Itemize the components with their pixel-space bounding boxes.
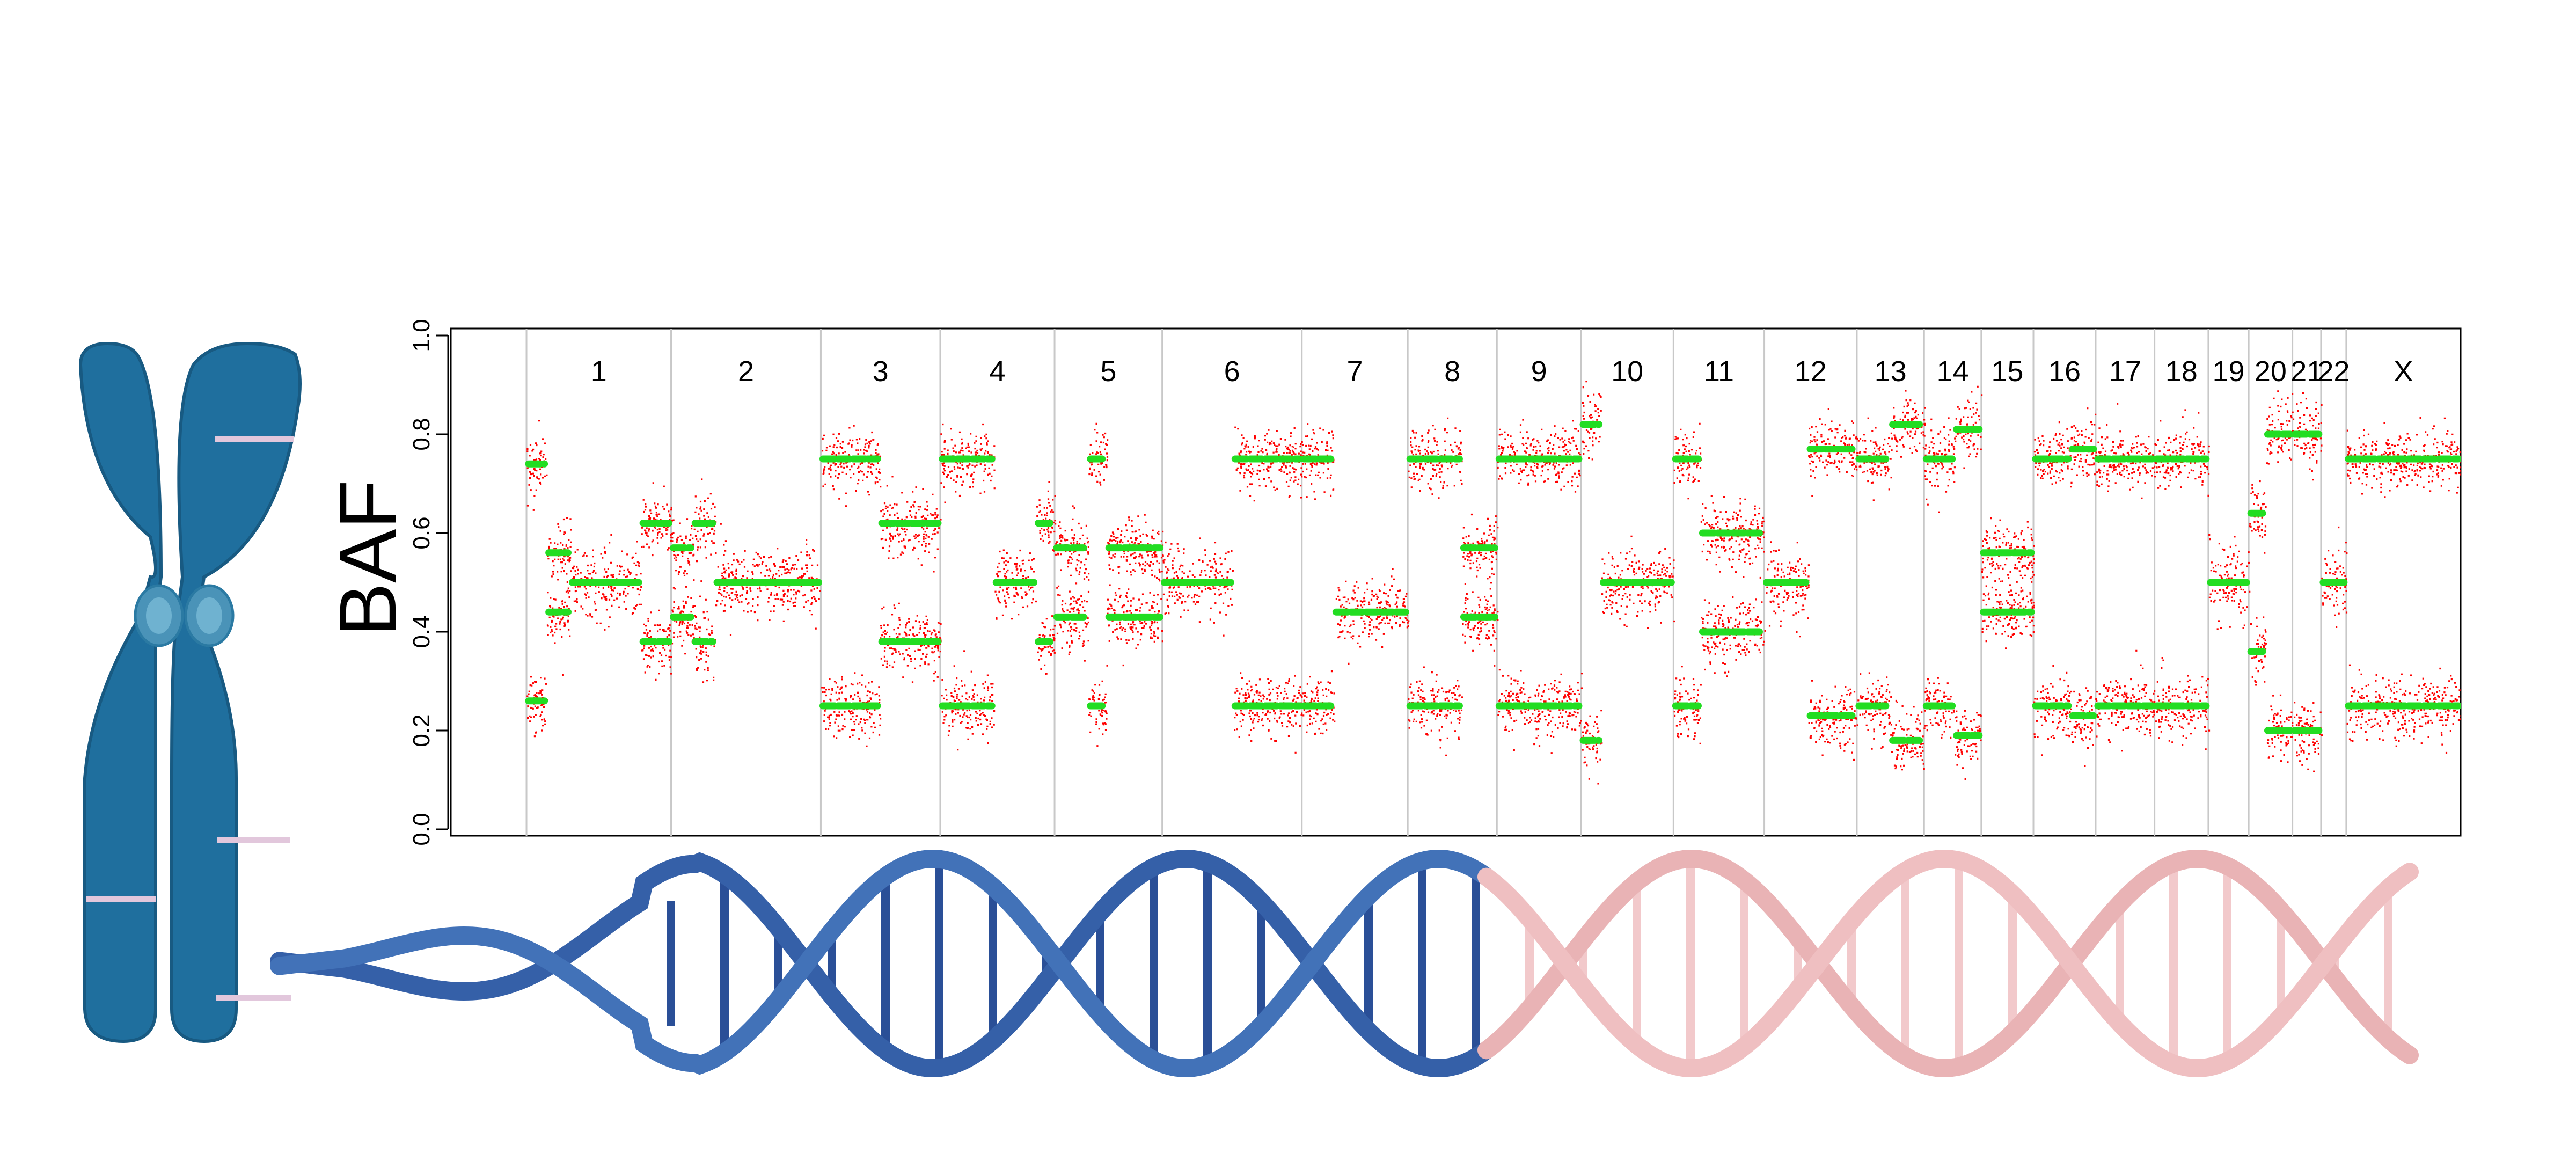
baf-point-cloud: [1234, 426, 1303, 502]
baf-point-cloud: [1808, 408, 1858, 497]
chromosome-label: 12: [1795, 355, 1827, 388]
baf-point-cloud: [880, 602, 942, 683]
chromosome-label: 2: [738, 355, 754, 388]
baf-point-cloud: [526, 676, 548, 738]
chromosome-label: 17: [2109, 355, 2141, 388]
baf-point-cloud: [941, 650, 996, 751]
chromosome-label: 10: [1611, 355, 1643, 388]
chromosome-label: 11: [1704, 355, 1734, 388]
chromosome-illustration: [78, 341, 302, 1043]
y-tick-label: 0.0: [408, 813, 435, 845]
baf-point-cloud: [1162, 537, 1234, 637]
baf-point-cloud: [2070, 687, 2097, 767]
baf-point-cloud: [1890, 699, 1926, 771]
baf-point-cloud: [2249, 480, 2267, 554]
baf-point-cloud: [994, 549, 1037, 620]
baf-point-cloud: [2266, 694, 2294, 763]
chromosome-label: 22: [2317, 355, 2350, 388]
y-tick-label: 0.6: [408, 516, 435, 549]
baf-point-cloud: [671, 570, 694, 655]
baf-point-cloud: [821, 425, 882, 507]
baf-point-cloud: [1497, 669, 1583, 754]
chromosome-label: 7: [1346, 355, 1363, 388]
chromosome-label: 13: [1875, 355, 1907, 388]
dna-strand: [270, 849, 1495, 1078]
baf-segments: [525, 421, 2461, 744]
chromosome-label: 19: [2212, 355, 2244, 388]
y-tick-label: 0.4: [408, 615, 435, 648]
y-tick-label: 0.2: [408, 714, 435, 747]
baf-point-cloud: [2250, 616, 2267, 686]
baf-point-cloud: [1581, 710, 1603, 785]
y-axis: 0.0 0.2 0.4 0.6 0.8 1.0: [408, 319, 449, 846]
y-axis-label: BAF: [323, 480, 413, 637]
chromosome-label: 14: [1937, 355, 1969, 388]
baf-point-cloud: [1981, 571, 2035, 649]
dna-strand: [1477, 849, 2419, 1078]
baf-point-cloud: [671, 518, 695, 581]
baf-point-cloud: [1408, 666, 1463, 756]
baf-point-cloud: [2096, 649, 2156, 752]
y-tick-label: 0.8: [408, 418, 435, 450]
baf-point-cloud: [1037, 615, 1056, 675]
baf-point-cloud: [940, 423, 996, 503]
chromosome-label: 5: [1100, 355, 1116, 388]
chromosome-label: 18: [2165, 355, 2198, 388]
chromosome-label: X: [2394, 355, 2413, 388]
baf-point-cloud: [1766, 541, 1810, 638]
chromosome-label: 20: [2255, 355, 2287, 388]
chromosome-label: 1: [591, 355, 607, 388]
baf-point-cloud: [1301, 670, 1336, 735]
baf-point-cloud: [1981, 517, 2035, 596]
baf-point-cloud: [1497, 419, 1582, 493]
baf-point-cloud: [1700, 495, 1765, 579]
baf-point-cloud: [2346, 664, 2461, 754]
chromosome-label: 4: [989, 355, 1005, 388]
baf-point-cloud: [2070, 407, 2097, 484]
baf-point-cloud: [2033, 665, 2072, 756]
chromosome-label: 9: [1531, 355, 1547, 388]
chromosome-label: 16: [2048, 355, 2081, 388]
chromosome-label: 15: [1991, 355, 2023, 388]
baf-point-cloud: [1673, 666, 1702, 744]
baf-point-cloud: [1857, 672, 1892, 750]
chromosome-label: 6: [1224, 355, 1240, 388]
dna-strand: [1477, 849, 2419, 1078]
chromosome-label: 21: [2290, 355, 2323, 388]
baf-point-cloud: [1233, 672, 1303, 754]
baf-point-cloud: [2033, 421, 2072, 488]
dna-strand: [270, 849, 1495, 1078]
chromosome-label: 8: [1444, 355, 1460, 388]
baf-point-cloud: [1955, 710, 1983, 780]
dna-helix-illustration: [270, 849, 2419, 1078]
baf-point-cloud: [1808, 680, 1858, 761]
baf-point-cloud: [1302, 423, 1335, 500]
chromosome-label: 3: [873, 355, 889, 388]
chromosome-separators: [525, 328, 2347, 836]
baf-point-cloud: [1107, 514, 1164, 582]
baf-point-cloud: [1335, 568, 1410, 665]
y-tick-label: 1.0: [408, 319, 435, 352]
